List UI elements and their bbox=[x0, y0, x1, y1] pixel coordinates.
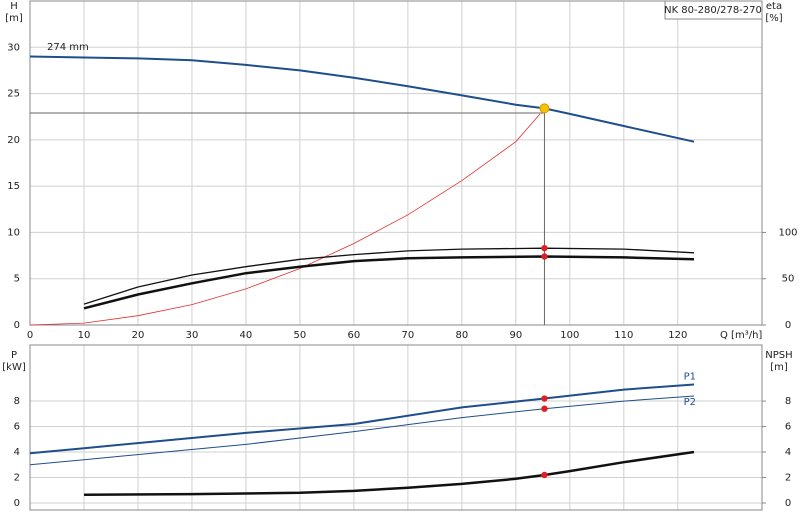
duty-point bbox=[541, 471, 548, 479]
y2-tick-label: 50 bbox=[782, 274, 795, 285]
curve bbox=[83, 247, 695, 305]
curve bbox=[83, 255, 695, 310]
y-axis-label: P bbox=[11, 350, 17, 361]
duty-point bbox=[541, 395, 548, 402]
y2-axis-label: eta bbox=[766, 1, 782, 12]
y2-tick-label: 4 bbox=[785, 447, 791, 458]
x-tick-label: 50 bbox=[294, 330, 307, 341]
y-tick-label: 4 bbox=[14, 447, 20, 458]
plot-frame bbox=[29, 344, 763, 511]
y-tick-label: 0 bbox=[14, 320, 20, 331]
impeller-label: 274 mm bbox=[47, 42, 89, 53]
x-tick-label: 100 bbox=[560, 330, 579, 341]
y-tick-label: 10 bbox=[7, 227, 20, 238]
y2-tick-label: 100 bbox=[778, 227, 797, 238]
x-tick-label: 30 bbox=[186, 330, 199, 341]
y-tick-label: 20 bbox=[7, 135, 20, 146]
y-axis-unit: [kW] bbox=[2, 362, 26, 373]
y-axis-label: H bbox=[10, 1, 18, 12]
y-tick-label: 2 bbox=[14, 473, 20, 484]
y-tick-label: 25 bbox=[7, 89, 20, 100]
x-tick-label: 80 bbox=[455, 330, 468, 341]
x-tick-label: 0 bbox=[27, 330, 33, 341]
curve bbox=[83, 450, 695, 496]
y2-tick-label: 6 bbox=[785, 422, 791, 433]
y2-tick-label: 0 bbox=[785, 320, 791, 331]
series-label: P2 bbox=[684, 397, 696, 408]
y2-axis-label: NPSH bbox=[765, 350, 792, 361]
y-tick-label: 15 bbox=[7, 181, 20, 192]
y2-axis-unit: [m] bbox=[770, 362, 788, 373]
y-tick-label: 6 bbox=[14, 422, 20, 433]
y-axis-unit: [m] bbox=[5, 13, 23, 24]
x-tick-label: 20 bbox=[132, 330, 145, 341]
y-tick-label: 5 bbox=[14, 274, 20, 285]
duty-point bbox=[539, 103, 550, 114]
x-tick-label: 40 bbox=[240, 330, 253, 341]
plot-frame bbox=[29, 0, 763, 326]
duty-point bbox=[541, 253, 548, 260]
curve bbox=[29, 55, 695, 143]
x-tick-label: 10 bbox=[78, 330, 91, 341]
model-label: NK 80-280/278-270 bbox=[664, 5, 762, 16]
curve bbox=[29, 113, 541, 326]
y2-tick-label: 0 bbox=[785, 498, 791, 509]
series-label: P1 bbox=[684, 371, 696, 382]
y2-tick-label: 8 bbox=[785, 396, 791, 407]
x-tick-label: 110 bbox=[614, 330, 633, 341]
x-tick-label: 120 bbox=[668, 330, 687, 341]
y2-tick-label: 2 bbox=[785, 473, 791, 484]
y-tick-label: 30 bbox=[7, 42, 20, 53]
y2-axis-unit: [%] bbox=[765, 13, 782, 24]
x-tick-label: 60 bbox=[348, 330, 361, 341]
duty-point bbox=[541, 244, 548, 252]
curve bbox=[29, 383, 695, 455]
y-tick-label: 8 bbox=[14, 396, 20, 407]
x-tick-label: 90 bbox=[509, 330, 522, 341]
curve bbox=[29, 395, 695, 466]
model-box bbox=[664, 0, 763, 20]
x-axis-label: Q [m³/h] bbox=[720, 330, 762, 341]
y-tick-label: 0 bbox=[14, 498, 20, 509]
duty-point bbox=[541, 405, 548, 412]
x-tick-label: 70 bbox=[402, 330, 415, 341]
